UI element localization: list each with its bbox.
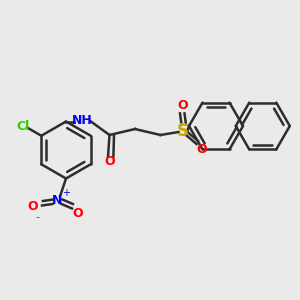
- Text: NH: NH: [72, 113, 93, 127]
- Text: O: O: [73, 207, 83, 220]
- Text: Cl: Cl: [16, 119, 29, 133]
- Text: O: O: [178, 99, 188, 112]
- Text: O: O: [105, 154, 116, 168]
- Text: O: O: [28, 200, 38, 214]
- Text: -: -: [35, 212, 40, 223]
- Text: S: S: [177, 122, 189, 140]
- Text: O: O: [196, 143, 207, 157]
- Text: +: +: [62, 188, 70, 199]
- Text: N: N: [52, 194, 62, 208]
